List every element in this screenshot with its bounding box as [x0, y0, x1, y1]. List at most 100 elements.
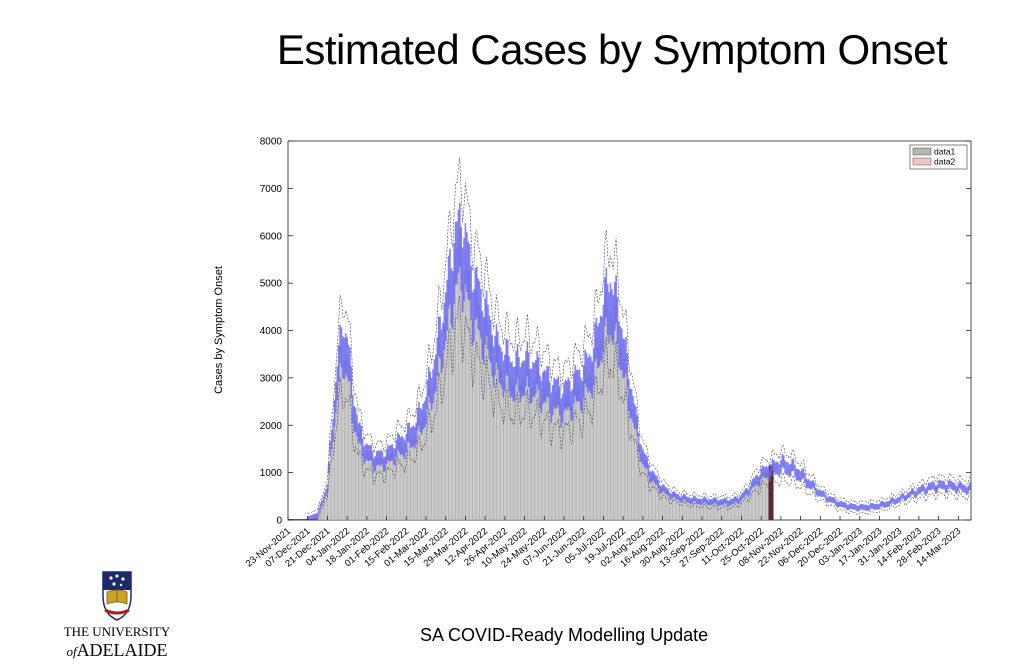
data1-bar [589, 372, 590, 520]
data1-bar [763, 472, 764, 520]
data1-bar [459, 232, 460, 520]
data1-bar [442, 348, 443, 520]
data1-bar [680, 500, 681, 520]
data1-bar [585, 365, 586, 520]
y-tick-label: 7000 [260, 184, 283, 195]
data1-bar [335, 398, 336, 520]
data1-bar [756, 480, 757, 520]
data1-bar [494, 356, 495, 520]
data1-bar [637, 425, 638, 520]
data1-bar [686, 499, 687, 520]
data1-bar [372, 459, 373, 520]
data1-bar [524, 379, 525, 520]
data1-bar [407, 431, 408, 520]
data1-bar [423, 417, 424, 520]
data1-bar [430, 387, 431, 520]
data1-bar [527, 356, 528, 520]
data1-bar [383, 466, 384, 520]
data1-bar [618, 346, 619, 520]
data1-bar [735, 499, 736, 520]
data1-bar [518, 374, 519, 520]
data1-bar [499, 364, 500, 520]
data1-bar [647, 462, 648, 520]
data1-bar [521, 381, 522, 520]
data1-bar [345, 354, 346, 520]
data1-bar [616, 296, 617, 520]
data1-bar [414, 439, 415, 520]
data1-bar [651, 477, 652, 520]
data1-bar [461, 260, 462, 520]
university-crest-icon [62, 568, 172, 624]
data1-bar [552, 401, 553, 520]
data1-bar [537, 366, 538, 520]
data1-bar [432, 387, 433, 520]
data1-bar [555, 394, 556, 520]
data1-bar [593, 367, 594, 520]
data1-bar [549, 398, 550, 520]
data1-bar [761, 474, 762, 520]
data1-bar [621, 350, 622, 520]
data1-bar [449, 274, 450, 520]
data1-bar [475, 293, 476, 520]
data1-bar [597, 348, 598, 520]
logo-text-prefix: of [66, 644, 76, 659]
data1-bar [676, 497, 677, 520]
data1-bar [558, 390, 559, 520]
data1-bar [428, 380, 429, 520]
data1-bar [399, 443, 400, 520]
data1-bar [466, 261, 467, 520]
data1-bar [359, 431, 360, 520]
data1-bar [362, 448, 363, 520]
data1-bar [658, 484, 659, 520]
data1-bar [447, 305, 448, 520]
y-tick-label: 0 [276, 516, 282, 527]
data1-bar [542, 389, 543, 520]
data1-bar [561, 415, 562, 520]
data1-bar [554, 392, 555, 520]
data1-bar [534, 380, 535, 520]
data1-bar [354, 421, 355, 520]
data1-bar [525, 368, 526, 520]
data1-bar [563, 396, 564, 520]
data1-bar [594, 340, 595, 520]
data1-bar [744, 494, 745, 520]
data1-bar [766, 472, 767, 520]
data1-bar [582, 399, 583, 520]
data1-bar [754, 482, 755, 520]
logo-text-line2: ofADELAIDE [62, 640, 172, 661]
data1-bar [418, 412, 419, 520]
data1-bar [547, 380, 548, 520]
data1-bar [504, 374, 505, 520]
data1-bar [606, 289, 607, 520]
data1-bar [380, 457, 381, 520]
data1-bar [509, 374, 510, 520]
data1-bar [462, 284, 463, 520]
data1-bar [452, 304, 453, 520]
data1-bar [578, 386, 579, 520]
data1-bar [640, 454, 641, 520]
data1-bar [540, 393, 541, 520]
data1-bar [500, 366, 501, 520]
data1-bar [635, 417, 636, 520]
data1-bar [611, 316, 612, 520]
data1-bar [465, 252, 466, 520]
data1-bar [427, 394, 428, 520]
data1-bar [340, 341, 341, 520]
data1-bar [610, 310, 611, 520]
data1-bar [365, 453, 366, 520]
data1-bar [652, 475, 653, 520]
data1-bar [748, 494, 749, 520]
data1-bar [520, 386, 521, 520]
data1-bar [379, 458, 380, 520]
data1-bar [747, 492, 748, 520]
data1-bar [347, 358, 348, 520]
data1-bar [632, 409, 633, 520]
data1-bar [440, 336, 441, 520]
data1-bar [330, 448, 331, 520]
data1-bar [704, 499, 705, 520]
data1-bar [456, 252, 457, 520]
data1-bar [469, 270, 470, 520]
data1-bar [630, 405, 631, 520]
data1-bar [739, 499, 740, 520]
data1-bar [351, 381, 352, 520]
